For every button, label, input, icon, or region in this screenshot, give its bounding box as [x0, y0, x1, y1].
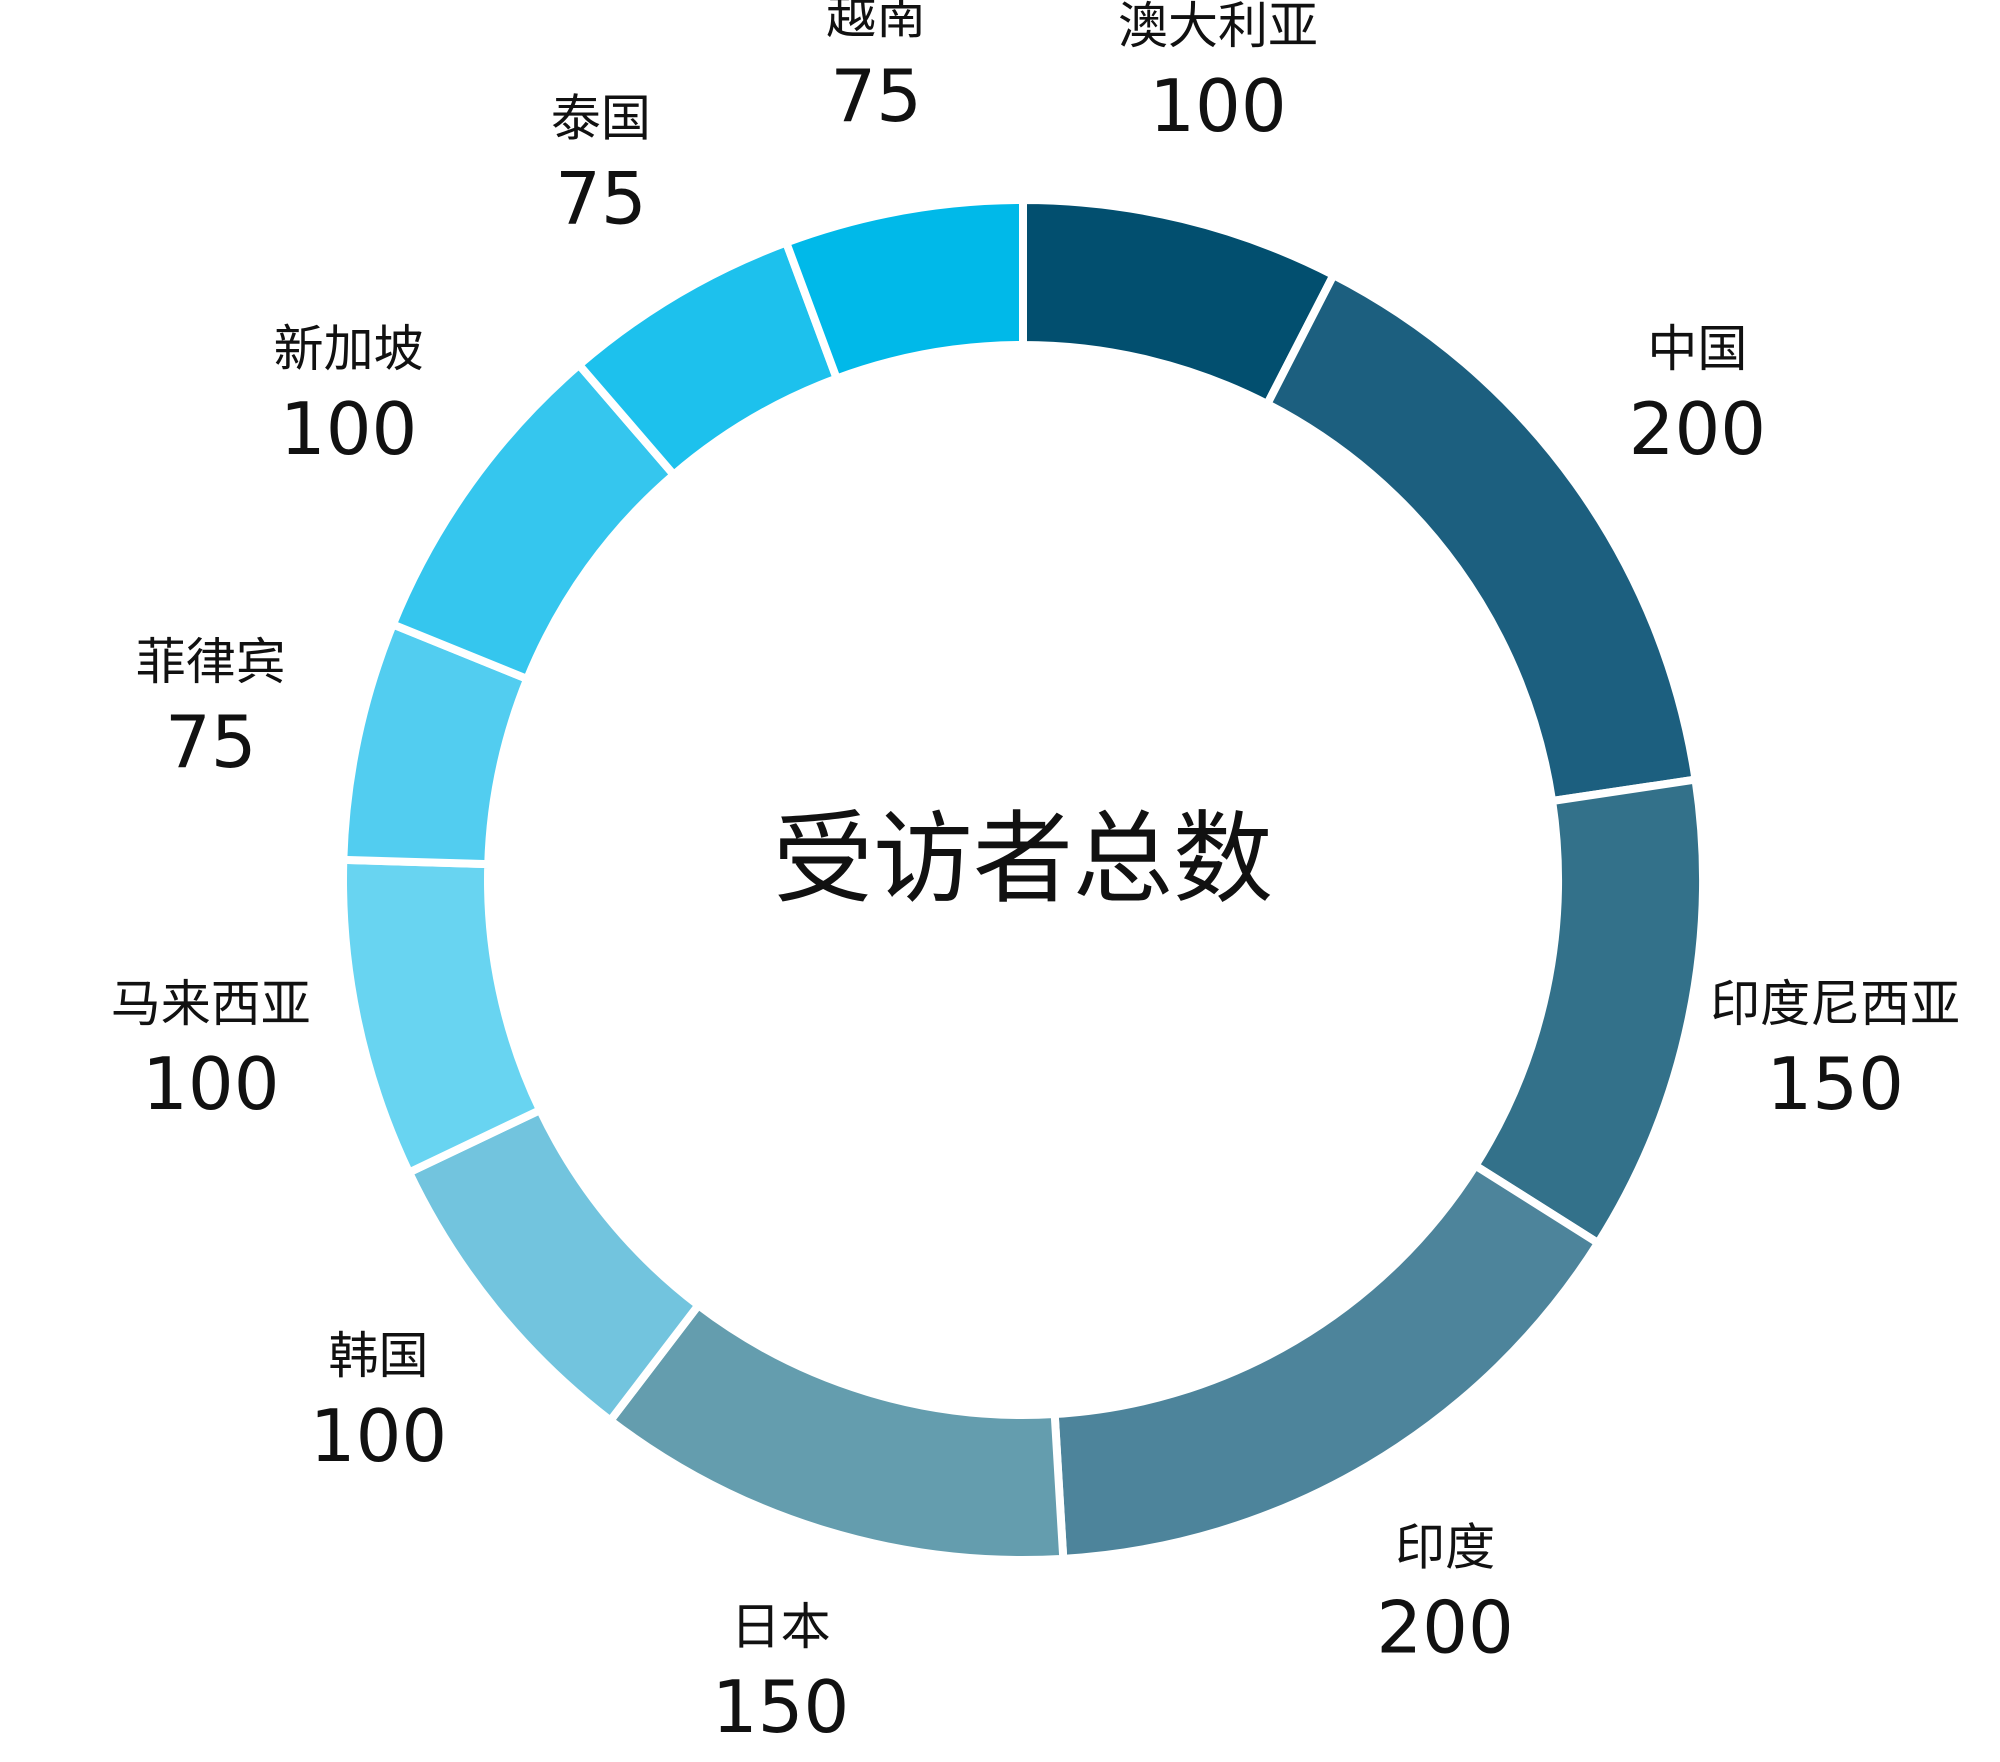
slice-8-label: 菲律宾 75: [136, 633, 286, 784]
slice-4-label: 印度 200: [1376, 1519, 1513, 1670]
slice-2-value-label: 200: [1629, 387, 1766, 471]
slice-6-value-label: 100: [310, 1394, 447, 1478]
slice-9-category-label: 新加坡: [274, 320, 424, 378]
slice-5-category-label: 日本: [731, 1598, 831, 1656]
slice-7: [339, 855, 546, 1178]
slice-3: [1469, 775, 1707, 1249]
slice-1-category-label: 澳大利亚: [1118, 0, 1318, 55]
slice-4: [1050, 1160, 1604, 1564]
slice-10-value-label: 75: [555, 156, 647, 240]
slice-2: [1261, 269, 1701, 806]
slice-2-label: 中国 200: [1629, 320, 1766, 471]
slice-8-category-label: 菲律宾: [136, 633, 286, 691]
slice-1-value-label: 100: [1149, 64, 1286, 148]
slice-7-value-label: 100: [142, 1042, 279, 1126]
chart-center-title: 受访者总数: [773, 800, 1273, 917]
donut-slices: [339, 195, 1707, 1565]
slice-2-category-label: 中国: [1647, 320, 1747, 378]
slice-10-label: 泰国 75: [551, 89, 651, 240]
slice-6-label: 韩国 100: [310, 1327, 447, 1478]
slice-10-category-label: 泰国: [551, 89, 651, 147]
slice-labels: 澳大利亚 100 中国 200 印度尼西亚 150 印度 200 日本 150 韩国 100 马来西亚 1…: [111, 0, 1960, 1749]
slice-3-label: 印度尼西亚 150: [1710, 975, 1960, 1126]
slice-11-category-label: 越南: [826, 0, 926, 45]
slice-9-value-label: 100: [280, 387, 417, 471]
slice-3-value-label: 150: [1766, 1042, 1903, 1126]
slice-6-category-label: 韩国: [328, 1327, 428, 1385]
slice-5: [604, 1299, 1068, 1565]
slice-9-label: 新加坡 100: [274, 320, 424, 471]
slice-11-value-label: 75: [830, 54, 922, 138]
slice-5-value-label: 150: [712, 1665, 849, 1749]
slice-5-label: 日本 150: [712, 1598, 849, 1749]
slice-4-value-label: 200: [1376, 1586, 1513, 1670]
slice-7-label: 马来西亚 100: [111, 975, 311, 1126]
slice-4-category-label: 印度: [1395, 1519, 1495, 1577]
slice-3-category-label: 印度尼西亚: [1710, 975, 1960, 1033]
slice-1-label: 澳大利亚 100: [1118, 0, 1318, 148]
slice-7-category-label: 马来西亚: [111, 975, 311, 1033]
slice-8-value-label: 75: [165, 700, 257, 784]
slice-11: [781, 195, 1027, 384]
slice-11-label: 越南 75: [826, 0, 926, 138]
